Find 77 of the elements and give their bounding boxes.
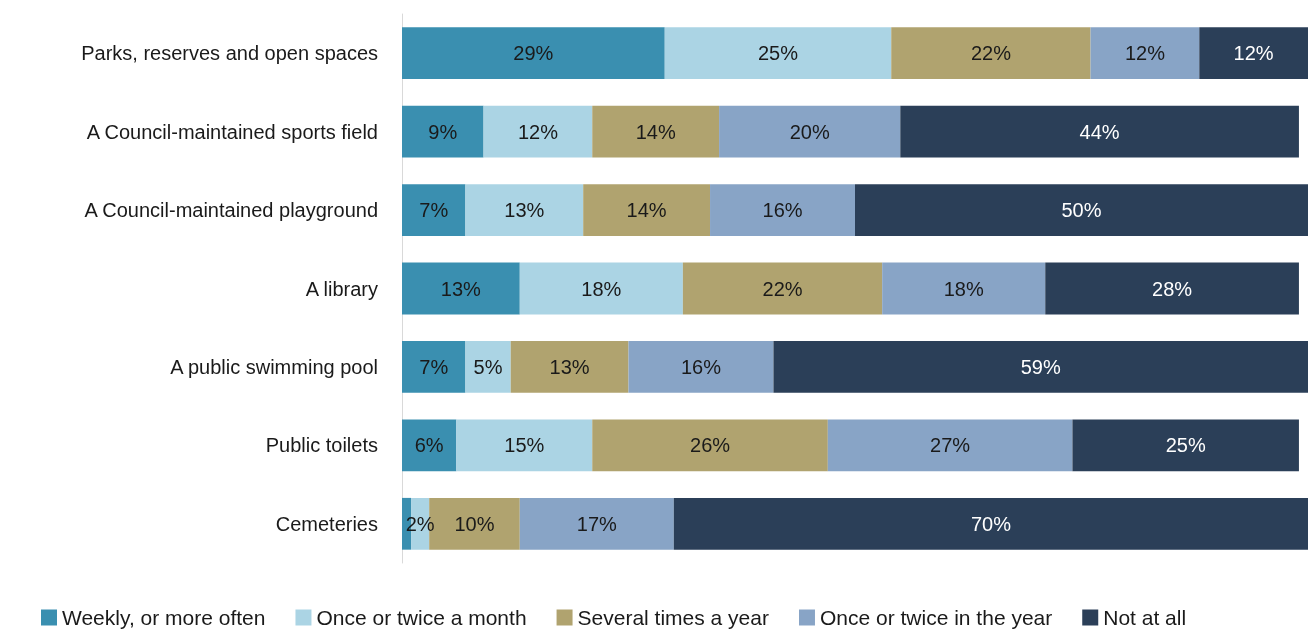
- bar: [465, 184, 584, 236]
- bar: [1045, 262, 1299, 315]
- data-label: 16%: [680, 355, 722, 378]
- bar: [402, 341, 466, 393]
- y-tick-label: A public swimming pool: [170, 355, 378, 378]
- bar: [900, 105, 1299, 158]
- data-label: 18%: [943, 277, 984, 300]
- bar: [402, 262, 520, 315]
- data-label: 22%: [970, 42, 1012, 65]
- data-label: 15%: [504, 434, 545, 457]
- bar: [402, 105, 484, 158]
- legend-label: Several times a year: [577, 606, 769, 629]
- bar: [773, 341, 1308, 393]
- data-label: 12%: [517, 120, 559, 143]
- data-label: 9%: [428, 120, 458, 143]
- bar: [402, 27, 665, 80]
- bar: [710, 184, 855, 236]
- data-label: 12%: [1233, 42, 1274, 65]
- bar: [1199, 27, 1308, 80]
- data-label: 7%: [419, 355, 449, 378]
- data-label: 13%: [504, 199, 545, 222]
- bar: [402, 184, 466, 236]
- data-label: 12%: [1124, 42, 1166, 65]
- data-label: 26%: [690, 434, 731, 457]
- bar: [456, 419, 593, 472]
- data-label: 14%: [635, 120, 676, 143]
- bar: [592, 419, 828, 472]
- bar: [855, 184, 1308, 236]
- legend-label: Once or twice in the year: [819, 606, 1053, 629]
- data-label: 28%: [1152, 277, 1193, 300]
- y-tick-label: A library: [305, 277, 378, 300]
- bar: [664, 27, 892, 80]
- legend-label: Not at all: [1103, 606, 1187, 629]
- data-label: 18%: [581, 277, 622, 300]
- data-label: 17%: [576, 512, 618, 535]
- bar: [465, 341, 511, 393]
- data-label: 44%: [1079, 120, 1120, 143]
- data-label: 7%: [419, 199, 449, 222]
- bar: [882, 262, 1046, 315]
- bar: [583, 184, 711, 236]
- data-label: 6%: [414, 434, 444, 457]
- bar: [519, 262, 683, 315]
- data-label: 27%: [930, 434, 971, 457]
- y-tick-label: Public toilets: [265, 434, 378, 457]
- data-label: 25%: [1165, 434, 1206, 457]
- data-label: 50%: [1061, 199, 1102, 222]
- bar: [402, 419, 457, 472]
- data-label: 59%: [1020, 355, 1061, 378]
- y-tick-label: A Council-maintained sports field: [86, 120, 378, 143]
- bar: [891, 27, 1091, 80]
- y-tick-label: Parks, reserves and open spaces: [81, 42, 378, 65]
- data-label: 5%: [473, 355, 503, 378]
- y-tick-label: Cemeteries: [275, 512, 378, 535]
- bar: [827, 419, 1073, 472]
- bar: [483, 105, 593, 158]
- bar: [1072, 419, 1299, 472]
- data-label: 16%: [762, 199, 803, 222]
- data-label: 14%: [626, 199, 667, 222]
- bar: [519, 497, 674, 550]
- bar: [673, 497, 1308, 550]
- data-label: 13%: [549, 355, 590, 378]
- data-label: 29%: [513, 42, 554, 65]
- bar: [510, 341, 629, 393]
- y-tick-label: A Council-maintained playground: [84, 199, 378, 222]
- bar: [592, 105, 720, 158]
- bar: [1090, 27, 1200, 80]
- bar: [628, 341, 774, 393]
- bar: [719, 105, 901, 158]
- data-label: 20%: [789, 120, 830, 143]
- data-label: 10%: [454, 512, 495, 535]
- data-label: 25%: [757, 42, 799, 65]
- legend-label: Once or twice a month: [316, 606, 527, 629]
- legend-label: Weekly, or more often: [62, 606, 266, 629]
- bar: [682, 262, 883, 315]
- data-label: 70%: [970, 512, 1012, 535]
- data-label: 13%: [440, 277, 482, 300]
- data-label: 22%: [762, 277, 803, 300]
